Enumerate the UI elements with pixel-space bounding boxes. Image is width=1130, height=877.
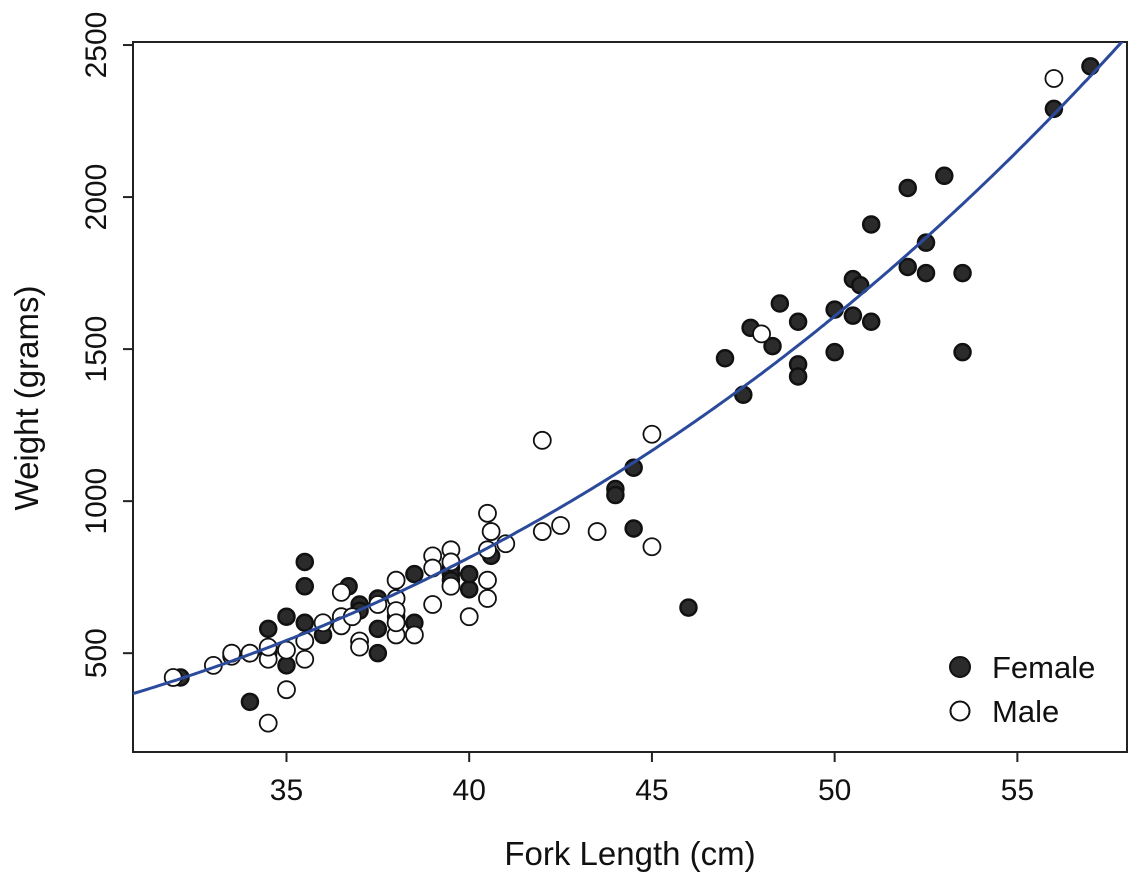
male-data-point [478,589,497,608]
female-data-point [368,643,388,663]
y-tick-label: 2500 [80,12,113,79]
legend-female-label: Female [992,650,1095,685]
y-tick-label: 1000 [80,468,113,535]
male-data-point [478,503,497,523]
x-axis-title: Fork Length (cm) [504,835,755,872]
female-data-point [295,613,315,633]
female-data-point [368,619,388,639]
male-data-point [404,625,424,645]
male-data-point [350,637,369,657]
female-data-point [861,215,881,234]
legend-male-label: Male [992,694,1059,729]
y-tick-label: 500 [80,628,113,678]
male-data-point [551,516,570,535]
male-data-point [386,570,406,590]
female-data-point [734,385,753,404]
female-data-point [898,178,917,198]
male-data-point [441,576,461,596]
male-data-point [423,595,443,614]
female-data-point [624,519,643,538]
male-data-point [532,522,552,541]
legend: Female Male [949,650,1095,729]
male-data-point [459,607,479,627]
female-data-point [843,306,863,325]
female-data-point [770,294,790,313]
female-data-point [861,312,881,331]
male-data-point [1044,69,1064,88]
plot-frame [132,41,1128,753]
y-tick-label: 1500 [80,316,113,383]
female-data-point [277,607,296,626]
female-data-point [953,342,972,362]
y-axis: 500 1000 1500 2000 2500 [80,12,133,678]
fit-curve [133,42,1124,696]
female-data-point [405,564,424,584]
male-data-point [386,613,406,633]
male-data-point [295,649,315,669]
male-data-point [478,570,497,590]
x-tick-label: 35 [270,774,303,807]
x-axis: 35 40 45 50 55 [270,752,1034,807]
female-data-point [1044,99,1064,119]
female-data-point [916,263,936,283]
data-points [163,57,1100,733]
female-data-point [240,692,260,712]
x-tick-label: 45 [635,774,668,807]
x-tick-label: 50 [818,774,851,807]
female-data-point [258,619,278,639]
male-data-point [752,324,771,344]
female-data-point [825,342,844,362]
female-data-point [788,312,808,331]
legend-female-marker [949,656,971,678]
male-data-point [642,537,662,557]
female-data-point [763,336,782,356]
male-data-point [258,713,278,733]
y-tick-label: 2000 [80,164,113,231]
x-tick-label: 55 [1001,774,1034,807]
x-tick-label: 40 [453,774,486,807]
female-data-point [277,656,296,675]
female-data-point [679,598,698,617]
female-data-point [898,257,917,277]
male-data-point [277,680,296,700]
female-data-point [295,552,315,572]
female-data-point [715,348,735,368]
female-data-point [459,580,479,599]
male-data-point [481,522,501,541]
female-data-point [606,485,625,505]
female-data-point [295,577,315,596]
female-data-point [459,564,479,584]
y-axis-title: Weight (grams) [8,286,45,511]
male-data-point [331,582,351,602]
male-data-point [642,424,662,444]
legend-male-marker [949,700,971,722]
male-data-point [532,430,552,450]
female-data-point [788,367,808,386]
female-data-point [935,166,954,186]
male-data-point [587,522,607,541]
female-data-point [953,263,972,283]
female-data-point [916,233,936,252]
